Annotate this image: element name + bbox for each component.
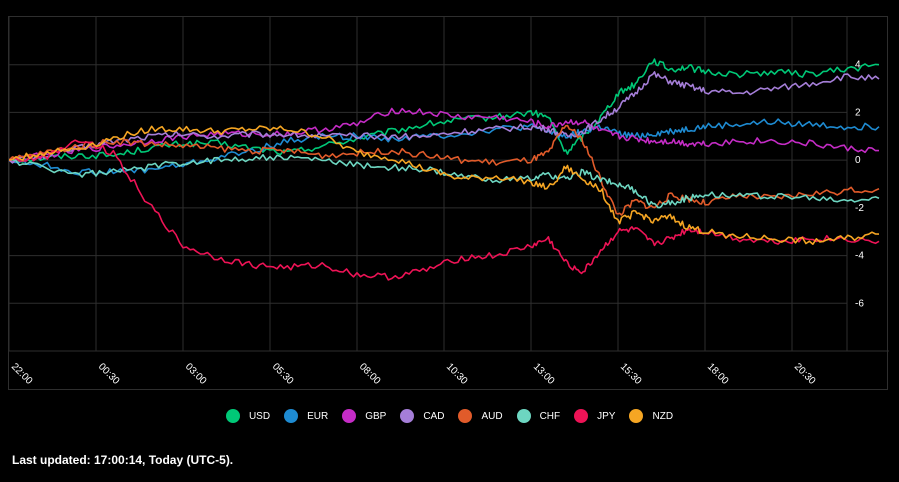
legend-label-nzd: NZD [652, 410, 674, 422]
legend-item-chf[interactable]: CHF [516, 409, 561, 423]
legend-label-cad: CAD [423, 410, 445, 422]
legend-item-gbp[interactable]: GBP [342, 409, 386, 423]
series-line-aud [9, 124, 880, 216]
legend-label-eur: EUR [307, 410, 329, 422]
line-chart: 22:00 00:30 03:00 05:30 08:00 10:30 13:00 15:30… [9, 17, 889, 387]
legend-item-jpy[interactable]: JPY [574, 409, 615, 423]
x-tick-label: 13:00 [531, 361, 557, 387]
y-tick-label: 0 [855, 155, 861, 166]
x-tick-label: 00:30 [96, 361, 122, 387]
x-tick-label: 22:00 [9, 361, 35, 387]
legend-dot-jpy [574, 409, 589, 423]
y-tick-label: -6 [855, 298, 864, 309]
legend-item-eur[interactable]: EUR [284, 409, 328, 423]
legend: USD EUR GBP CAD AUD CHF JPY NZD [0, 409, 899, 423]
x-tick-label: 18:00 [705, 361, 731, 387]
x-tick-label: 03:00 [183, 361, 209, 387]
x-tick-label: 05:30 [270, 361, 296, 387]
x-tick-label: 15:30 [618, 361, 644, 387]
legend-dot-chf [516, 409, 531, 423]
chart-area: 22:00 00:30 03:00 05:30 08:00 10:30 13:00 15:30… [8, 16, 889, 390]
y-tick-label: -4 [855, 251, 864, 262]
legend-item-aud[interactable]: AUD [458, 409, 503, 423]
series-line-eur [9, 118, 880, 176]
legend-label-jpy: JPY [597, 410, 616, 422]
legend-dot-cad [400, 409, 415, 423]
legend-dot-usd [225, 409, 240, 423]
x-tick-label: 08:00 [357, 361, 383, 387]
legend-item-cad[interactable]: CAD [400, 409, 444, 423]
series-line-chf [9, 154, 880, 209]
legend-dot-eur [284, 409, 299, 423]
legend-dot-aud [458, 409, 473, 423]
y-tick-label: 4 [855, 60, 861, 71]
series-line-cad [9, 71, 880, 164]
series-line-nzd [9, 125, 880, 245]
x-tick-label: 20:30 [792, 361, 818, 387]
y-tick-label: 2 [855, 107, 861, 118]
legend-label-gbp: GBP [365, 410, 387, 422]
y-tick-label: -2 [855, 203, 864, 214]
last-updated-text: Last updated: 17:00:14, Today (UTC-5). [12, 453, 234, 467]
series-line-usd [9, 58, 880, 163]
series-line-gbp [9, 107, 879, 163]
legend-item-nzd[interactable]: NZD [629, 409, 673, 423]
legend-label-usd: USD [248, 410, 271, 422]
legend-dot-gbp [342, 409, 357, 423]
legend-dot-nzd [629, 409, 644, 423]
x-tick-label: 10:30 [444, 361, 470, 387]
legend-label-chf: CHF [539, 410, 561, 422]
legend-label-aud: AUD [481, 410, 503, 422]
legend-item-usd[interactable]: USD [225, 409, 271, 423]
